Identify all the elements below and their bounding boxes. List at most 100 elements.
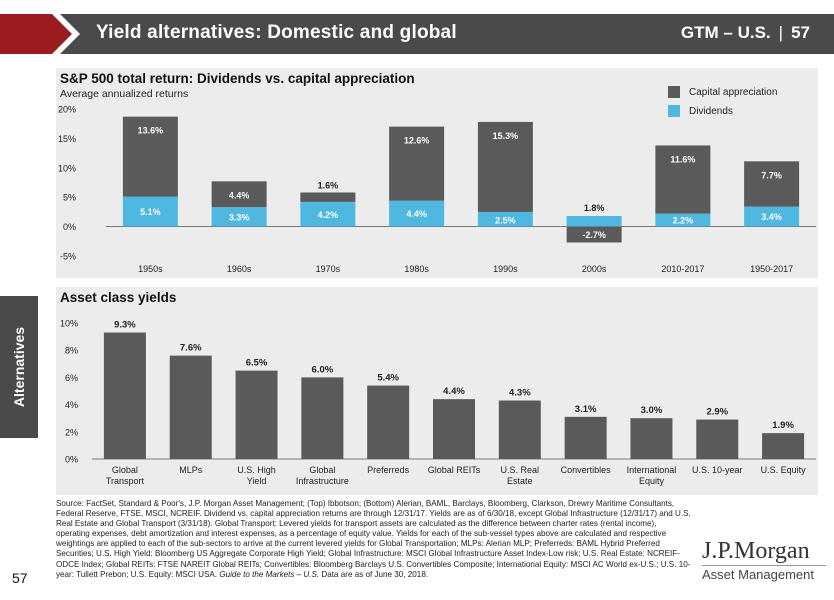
x-tick-label: 2000s bbox=[582, 264, 607, 274]
yield-data-label: 3.1% bbox=[575, 404, 597, 415]
dividend-data-label: 4.2% bbox=[318, 210, 339, 220]
yield-bar bbox=[696, 419, 739, 459]
dividend-data-label: 1.8% bbox=[584, 203, 605, 213]
yield-bar bbox=[301, 377, 344, 459]
x-tick-label: 1950s bbox=[138, 264, 163, 274]
x-tick-label: U.S. 10-year bbox=[692, 465, 743, 475]
header-gtm: GTM – U.S. | 57 bbox=[681, 23, 810, 43]
dividend-bar bbox=[300, 201, 356, 227]
x-tick-label: Preferreds bbox=[367, 465, 410, 475]
yield-data-label: 4.3% bbox=[509, 388, 531, 399]
y-tick-label: 20% bbox=[58, 105, 76, 115]
x-tick-label: 1990s bbox=[493, 264, 518, 274]
x-tick-label: Estate bbox=[507, 476, 533, 486]
legend-label-capital-appreciation: Capital appreciation bbox=[689, 86, 778, 98]
jpmorgan-logo: J.P.Morgan Asset Management bbox=[702, 538, 826, 582]
dividend-bar bbox=[566, 216, 622, 227]
x-tick-label: 1950-2017 bbox=[750, 264, 793, 274]
x-tick-label: 1960s bbox=[227, 264, 252, 274]
capital-appreciation-bar bbox=[655, 145, 711, 214]
source-footnote: Source: FactSet, Standard & Poor's, J.P.… bbox=[56, 499, 692, 580]
dividend-bar bbox=[122, 196, 178, 227]
x-tick-label: U.S. High bbox=[237, 465, 276, 475]
yield-bar bbox=[103, 332, 146, 459]
sp500-chart-subtitle: Average annualized returns bbox=[60, 88, 189, 100]
dividend-bar bbox=[389, 200, 445, 227]
capital-appreciation-bar bbox=[300, 192, 356, 202]
x-tick-label: Infrastructure bbox=[296, 476, 349, 486]
capital-appreciation-bar bbox=[122, 116, 178, 197]
capital-appreciation-data-label: 4.4% bbox=[229, 190, 250, 200]
source-guide-title: Guide to the Markets – U.S. bbox=[219, 569, 320, 579]
capital-appreciation-bar bbox=[389, 126, 445, 201]
x-tick-label: Global bbox=[309, 465, 335, 475]
yield-bar bbox=[762, 433, 805, 459]
legend-label-dividends: Dividends bbox=[689, 105, 733, 117]
dividend-data-label: 2.2% bbox=[673, 216, 694, 226]
asset-yields-bar-chart: 10%8%6%4%2%0%9.3%GlobalTransport7.6%MLPs… bbox=[60, 319, 816, 486]
y-tick-label: 5% bbox=[63, 193, 76, 203]
yield-bar bbox=[498, 400, 541, 459]
legend-item-capital-appreciation: Capital appreciation bbox=[668, 86, 777, 98]
yield-bar bbox=[564, 416, 607, 459]
yield-bar bbox=[433, 399, 475, 459]
x-tick-label: MLPs bbox=[179, 465, 203, 475]
yield-data-label: 6.0% bbox=[312, 364, 334, 375]
legend-item-dividends: Dividends bbox=[668, 105, 777, 117]
x-tick-label: Convertibles bbox=[561, 465, 612, 475]
x-tick-label: International bbox=[627, 465, 677, 475]
y-tick-label: 15% bbox=[58, 134, 76, 144]
x-tick-label: Global REITs bbox=[428, 465, 481, 475]
gtm-label: GTM – U.S. bbox=[680, 23, 771, 42]
dividend-data-label: 3.4% bbox=[761, 212, 782, 222]
y-tick-label: 0% bbox=[65, 455, 78, 465]
logo-sub: Asset Management bbox=[702, 565, 826, 582]
dividend-bar bbox=[655, 213, 711, 227]
yield-data-label: 4.4% bbox=[443, 386, 465, 397]
header-page-number: 57 bbox=[791, 23, 810, 42]
sp500-chart-title: S&P 500 total return: Dividends vs. capi… bbox=[60, 71, 415, 86]
capital-appreciation-data-label: 11.6% bbox=[670, 154, 695, 164]
capital-appreciation-bar bbox=[211, 181, 267, 208]
x-tick-label: 1980s bbox=[404, 264, 429, 274]
y-tick-label: 10% bbox=[58, 163, 76, 173]
yield-bar bbox=[235, 370, 278, 459]
y-tick-label: 8% bbox=[65, 346, 78, 356]
capital-appreciation-data-label: 12.6% bbox=[404, 136, 430, 146]
header-separator: | bbox=[778, 23, 784, 42]
chevron-icon bbox=[0, 14, 80, 54]
dividend-bar bbox=[477, 211, 533, 227]
dividend-bar bbox=[211, 207, 267, 227]
x-tick-label: Global bbox=[112, 465, 138, 475]
yield-data-label: 5.4% bbox=[377, 373, 399, 384]
page-number: 57 bbox=[12, 570, 28, 586]
asset-yields-title: Asset class yields bbox=[60, 290, 177, 305]
yield-data-label: 1.9% bbox=[772, 420, 794, 431]
yield-data-label: 7.6% bbox=[180, 343, 202, 354]
capital-appreciation-bar bbox=[477, 121, 533, 212]
yield-bar bbox=[367, 385, 410, 459]
page-title: Yield alternatives: Domestic and global bbox=[96, 22, 457, 43]
page-header: Yield alternatives: Domestic and global … bbox=[0, 0, 834, 68]
x-tick-label: Yield bbox=[247, 476, 267, 486]
header-bar bbox=[0, 14, 834, 54]
y-tick-label: 6% bbox=[65, 373, 78, 383]
y-tick-label: 2% bbox=[65, 427, 78, 437]
legend-swatch-capital-appreciation bbox=[668, 86, 680, 98]
x-tick-label: Transport bbox=[106, 476, 145, 486]
source-text: Source: FactSet, Standard & Poor's, J.P.… bbox=[56, 499, 691, 579]
yield-data-label: 3.0% bbox=[641, 405, 663, 416]
capital-appreciation-data-label: 13.6% bbox=[138, 126, 164, 136]
legend-swatch-dividends bbox=[668, 105, 680, 117]
source-tail: Data are as of June 30, 2018. bbox=[321, 569, 429, 579]
y-tick-label: -5% bbox=[60, 252, 76, 262]
capital-appreciation-bar bbox=[744, 161, 800, 207]
x-tick-label: 2010-2017 bbox=[661, 264, 704, 274]
yield-data-label: 2.9% bbox=[706, 407, 728, 418]
capital-appreciation-data-label: 7.7% bbox=[761, 170, 782, 180]
dividend-data-label: 5.1% bbox=[140, 207, 161, 217]
yield-bar bbox=[169, 355, 212, 459]
sp500-bar-chart: 20% 15% 10% 5% 0% -5% 5.1% 13.6% 1950s 3.3% 4.4% 19… bbox=[58, 105, 816, 274]
capital-appreciation-data-label: -2.7% bbox=[582, 230, 606, 240]
capital-appreciation-data-label: 15.3% bbox=[493, 131, 519, 141]
